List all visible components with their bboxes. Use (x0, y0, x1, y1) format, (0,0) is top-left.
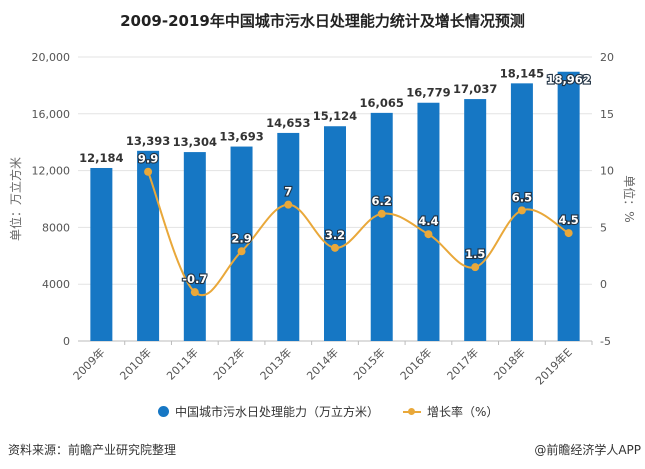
y-tick-left: 12,000 (32, 165, 71, 178)
x-tick-label: 2009年 (70, 345, 107, 382)
bar-value-label: 15,124 (313, 109, 357, 123)
growth-point (331, 243, 339, 252)
bar-value-label: 13,693 (219, 130, 263, 144)
x-tick-label: 2015年 (350, 345, 387, 382)
legend-label-capacity: 中国城市污水日处理能力（万立方米） (175, 405, 380, 419)
growth-value-label: 2.9 (231, 231, 251, 245)
y-tick-right: 15 (600, 108, 614, 121)
x-tick-label: 2011年 (163, 345, 200, 382)
legend-item-growth: 增长率（%） (403, 403, 498, 420)
bar-value-label: 14,653 (266, 116, 310, 130)
growth-point (144, 167, 153, 176)
growth-value-label: 9.9 (138, 152, 158, 166)
y-tick-left: 20,000 (32, 51, 71, 64)
x-tick-label: 2016年 (397, 345, 434, 382)
bar (90, 167, 113, 341)
bar-value-label: 18,962 (546, 73, 590, 87)
source-note: 资料来源：前瞻产业研究院整理 (8, 443, 177, 457)
bar (417, 102, 440, 342)
bar (557, 71, 580, 342)
growth-point (564, 229, 573, 238)
x-tick-label: 2018年 (491, 345, 528, 382)
y-axis-label-left: 单位：万立方米 (8, 157, 23, 241)
chart-title: 2009-2019年中国城市污水日处理能力统计及增长情况预测 (120, 12, 525, 30)
legend-item-capacity: 中国城市污水日处理能力（万立方米） (158, 403, 379, 420)
credit-note: @前瞻经济学人APP (534, 443, 641, 457)
y-tick-left: 4000 (42, 278, 70, 291)
x-tick-label: 2014年 (304, 345, 341, 382)
y-tick-right: 10 (600, 165, 614, 178)
growth-value-label: 3.2 (325, 228, 345, 242)
x-tick-label: 2013年 (257, 345, 294, 382)
bar (137, 150, 160, 341)
growth-point (284, 200, 293, 209)
growth-value-label: 4.5 (558, 213, 578, 227)
y-tick-left: 16,000 (32, 108, 71, 121)
y-tick-right: 0 (600, 278, 607, 291)
bar-value-label: 13,393 (126, 134, 170, 148)
bar-value-label: 12,184 (79, 151, 123, 165)
growth-line (147, 171, 570, 296)
bar (324, 126, 346, 341)
bar (464, 99, 487, 341)
bar-value-label: 17,037 (453, 82, 497, 96)
bar-value-label: 13,304 (173, 135, 217, 149)
y-tick-left: 8000 (42, 221, 70, 234)
bar-value-label: 16,779 (406, 86, 450, 100)
growth-point (377, 209, 386, 218)
growth-point (424, 230, 433, 239)
growth-value-label: 7 (284, 185, 292, 199)
legend-circle-icon (158, 406, 169, 417)
y-tick-right: -5 (600, 335, 611, 348)
bar (370, 112, 393, 341)
bar-value-label: 18,145 (500, 66, 544, 80)
y-axis-label-right: 单位：% (622, 175, 637, 222)
growth-value-label: 6.5 (512, 190, 532, 204)
x-tick-label: 2010年 (117, 345, 154, 382)
bar (230, 146, 253, 341)
growth-value-label: 6.2 (372, 194, 392, 208)
legend-line-marker-icon (403, 407, 421, 415)
growth-point (190, 288, 199, 297)
bar (277, 132, 300, 341)
legend-label-growth: 增长率（%） (427, 405, 499, 419)
x-tick-label: 2012年 (210, 345, 247, 382)
y-tick-right: 20 (600, 51, 614, 64)
growth-point (237, 247, 246, 256)
growth-value-label: -0.7 (182, 272, 207, 286)
bar (183, 152, 206, 341)
x-tick-label: 2019年E (532, 345, 574, 387)
x-tick-label: 2017年 (444, 345, 481, 382)
y-tick-left: 0 (63, 335, 70, 348)
growth-value-label: 4.4 (418, 214, 438, 228)
y-tick-right: 5 (600, 221, 607, 234)
growth-value-label: 1.5 (465, 247, 485, 261)
growth-point (517, 206, 526, 215)
bar-value-label: 16,065 (360, 96, 404, 110)
growth-point (471, 263, 480, 272)
